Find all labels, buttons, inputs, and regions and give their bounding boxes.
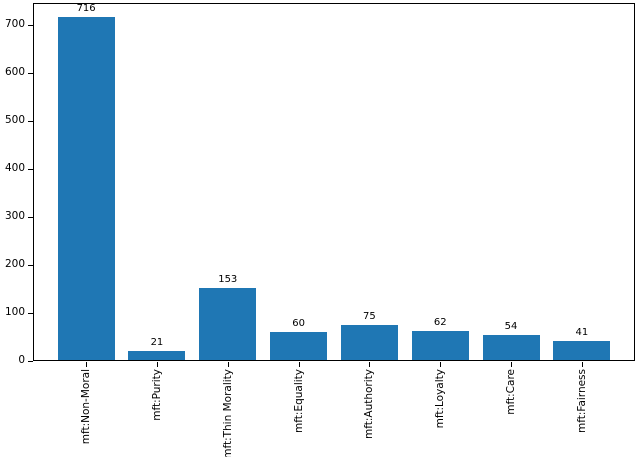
bar-value-label: 716 (76, 3, 96, 15)
bar-mft-fairness (553, 341, 611, 361)
bar-value-label: 153 (218, 273, 238, 285)
y-tick-mark (28, 168, 33, 170)
x-tick-label: mft:Non-Moral (80, 369, 93, 445)
x-tick-label: mft:Loyalty (434, 369, 447, 429)
y-tick-label: 600 (4, 66, 25, 79)
y-tick-label: 0 (18, 354, 25, 366)
bar-mft-care (482, 335, 540, 361)
y-tick-mark (28, 360, 33, 362)
x-tick-mark (581, 362, 583, 367)
x-tick-label: mft:Care (505, 369, 518, 415)
bar-mft-loyalty (411, 331, 469, 361)
x-tick-mark (511, 362, 513, 367)
bar-mft-authority (340, 325, 398, 361)
bar-value-label: 75 (363, 311, 376, 322)
y-tick-mark (28, 72, 33, 74)
x-tick-label: mft:Equality (292, 369, 305, 433)
bar-value-label: 60 (292, 318, 305, 330)
bar-mft-purity (128, 350, 186, 361)
y-tick-label: 200 (4, 258, 25, 271)
bar-mft-equality (270, 332, 328, 361)
x-tick-label: mft:Thin Morality (221, 369, 234, 457)
y-tick-label: 400 (4, 162, 25, 175)
y-tick-label: 300 (4, 210, 25, 223)
y-tick-mark (28, 24, 33, 26)
x-tick-label: mft:Purity (150, 369, 163, 421)
x-tick-mark (156, 362, 158, 367)
bar-mft-thin-morality (199, 287, 257, 361)
bar-value-label: 62 (433, 317, 447, 329)
x-tick-mark (440, 362, 442, 367)
plot-area (33, 3, 635, 361)
bar-value-label: 54 (504, 321, 518, 333)
bar-value-label: 41 (575, 327, 589, 339)
x-tick-mark (86, 362, 88, 367)
x-tick-mark (227, 362, 229, 367)
y-tick-mark (28, 312, 33, 314)
y-tick-mark (28, 216, 33, 218)
x-tick-mark (369, 362, 371, 367)
x-tick-mark (298, 362, 300, 367)
bar-value-label: 21 (150, 336, 164, 348)
y-tick-label: 500 (4, 114, 25, 127)
bar-mft-non-moral (57, 17, 115, 361)
x-tick-label: mft:Authority (363, 369, 376, 439)
x-tick-label: mft:Fairness (575, 369, 588, 434)
y-tick-mark (28, 120, 33, 122)
y-tick-mark (28, 264, 33, 266)
y-tick-label: 100 (4, 306, 25, 318)
y-tick-label: 700 (4, 18, 25, 31)
